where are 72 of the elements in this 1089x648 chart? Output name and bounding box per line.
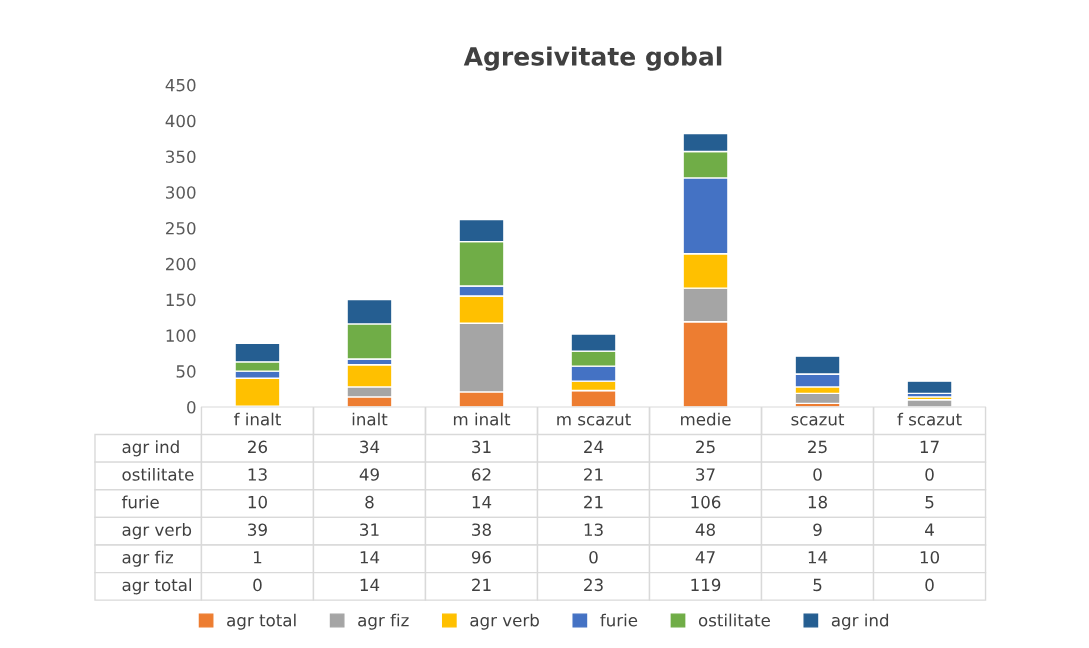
data-label: 21 (472, 578, 491, 591)
legend-label: furie (600, 613, 638, 627)
data-label: 34 (360, 440, 380, 454)
text: agr fiz (122, 550, 173, 567)
data-label: 31 (360, 523, 379, 536)
y-tick-label: 400 (165, 114, 196, 128)
data-label: 0 (813, 468, 822, 481)
data-label: 5 (925, 496, 934, 509)
data-label: 49 (359, 468, 379, 481)
x-tick-label: medie (681, 412, 731, 426)
y-tick-label: 0 (187, 400, 196, 414)
x-tick-label: scazut (791, 413, 845, 426)
data-label: 24 (584, 440, 604, 453)
data-label: 17 (920, 440, 939, 453)
data-label: 48 (695, 523, 715, 536)
data-label: 0 (253, 578, 262, 592)
y-tick-label: 150 (166, 293, 196, 307)
data-label: 23 (584, 578, 603, 592)
data-label: 21 (584, 468, 603, 481)
data-label: 39 (248, 523, 267, 536)
data-label: 14 (360, 578, 380, 591)
y-tick-label: 250 (166, 221, 196, 235)
data-label: 96 (471, 551, 492, 564)
text: agr verb (122, 523, 192, 540)
legend-label: agr fiz (358, 613, 409, 630)
x-tick-label: inalt (352, 412, 388, 426)
data-label: 38 (472, 523, 491, 536)
data-label: 14 (472, 496, 492, 509)
y-tick-label: 300 (166, 186, 196, 199)
data-label: 10 (248, 495, 267, 509)
data-label: 18 (808, 495, 827, 509)
data-label: 62 (472, 468, 491, 481)
data-label: 0 (925, 468, 934, 481)
data-label: 37 (696, 468, 715, 481)
text: ostilitate (122, 467, 194, 481)
x-tick-label: m inalt (453, 412, 511, 426)
legend-label: agr verb (470, 613, 539, 630)
legend-label: agr total (227, 613, 296, 630)
data-label: 119 (691, 578, 721, 592)
data-label: 47 (695, 551, 715, 564)
data-label: 14 (808, 551, 828, 564)
data-label: 5 (813, 578, 822, 592)
legend-label: agr ind (831, 613, 889, 630)
data-label: 25 (696, 440, 715, 454)
x-tick-label: m scazut (557, 413, 631, 426)
data-label: 10 (920, 551, 940, 564)
data-label: 9 (813, 523, 822, 536)
data-label: 25 (808, 440, 827, 454)
data-label: 0 (925, 578, 934, 592)
y-tick-label: 100 (166, 329, 196, 342)
text: agr total (122, 578, 192, 595)
text: furie (121, 495, 159, 509)
x-tick-label: f inalt (233, 412, 281, 426)
text: agr ind (122, 440, 179, 457)
data-label: 26 (248, 440, 268, 454)
data-label: 0 (589, 551, 598, 564)
x-tick-label: f scazut (897, 412, 962, 426)
y-tick-label: 350 (166, 150, 196, 164)
legend-label: ostilitate (698, 613, 770, 627)
data-label: 1 (254, 551, 262, 564)
data-label: 106 (691, 495, 721, 509)
y-tick-label: 50 (176, 365, 196, 378)
data-label: 4 (925, 523, 934, 536)
data-label: 13 (584, 523, 603, 536)
data-label: 21 (584, 495, 603, 509)
y-tick-label: 450 (165, 78, 196, 92)
data-label: 8 (365, 495, 374, 509)
data-label: 14 (360, 551, 380, 564)
chart-title: Agresivitate gobal (463, 46, 722, 71)
data-label: 13 (248, 468, 267, 481)
y-tick-label: 200 (166, 257, 196, 271)
data-label: 31 (472, 440, 491, 454)
